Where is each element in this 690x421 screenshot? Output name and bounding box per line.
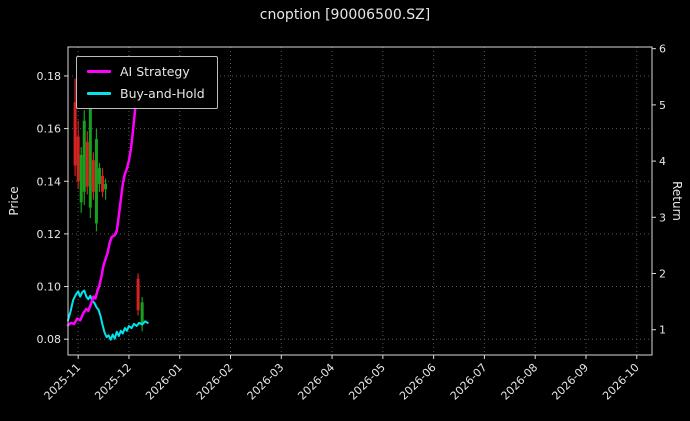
legend-label-ai-strategy: AI Strategy: [120, 64, 190, 79]
legend: AI Strategy Buy-and-Hold: [76, 56, 218, 109]
svg-text:0.08: 0.08: [37, 333, 62, 346]
svg-text:2025-12: 2025-12: [92, 361, 134, 403]
buy-and-hold-line-swatch: [87, 92, 111, 95]
y-axis-label-price: Price: [7, 186, 21, 216]
svg-text:2026-05: 2026-05: [346, 361, 388, 403]
chart-title: cnoption [90006500.SZ]: [259, 7, 431, 23]
legend-item-buy-and-hold: Buy-and-Hold: [87, 86, 205, 101]
svg-text:2026-03: 2026-03: [245, 361, 287, 403]
svg-text:0.12: 0.12: [37, 228, 62, 241]
legend-label-buy-and-hold: Buy-and-Hold: [120, 86, 205, 101]
legend-item-ai-strategy: AI Strategy: [87, 64, 205, 79]
svg-text:2026-10: 2026-10: [600, 361, 642, 403]
ai-strategy-line-swatch: [87, 70, 111, 73]
svg-text:2025-11: 2025-11: [42, 361, 84, 403]
y-axis-label-return: Return: [670, 181, 684, 221]
svg-text:2026-06: 2026-06: [397, 361, 439, 403]
svg-text:0.10: 0.10: [37, 281, 62, 294]
svg-text:2026-07: 2026-07: [448, 361, 490, 403]
svg-text:2: 2: [659, 268, 666, 281]
svg-text:1: 1: [659, 324, 666, 337]
svg-text:2026-08: 2026-08: [499, 361, 541, 403]
svg-text:2026-02: 2026-02: [194, 361, 236, 403]
svg-text:0.18: 0.18: [37, 70, 62, 83]
svg-text:5: 5: [659, 99, 666, 112]
svg-text:2026-01: 2026-01: [143, 361, 185, 403]
svg-text:2026-09: 2026-09: [549, 361, 591, 403]
svg-text:4: 4: [659, 155, 666, 168]
svg-text:0.14: 0.14: [37, 175, 62, 188]
svg-text:6: 6: [659, 43, 666, 56]
svg-text:0.16: 0.16: [37, 123, 62, 136]
svg-text:3: 3: [659, 211, 666, 224]
svg-text:2026-04: 2026-04: [295, 361, 337, 403]
